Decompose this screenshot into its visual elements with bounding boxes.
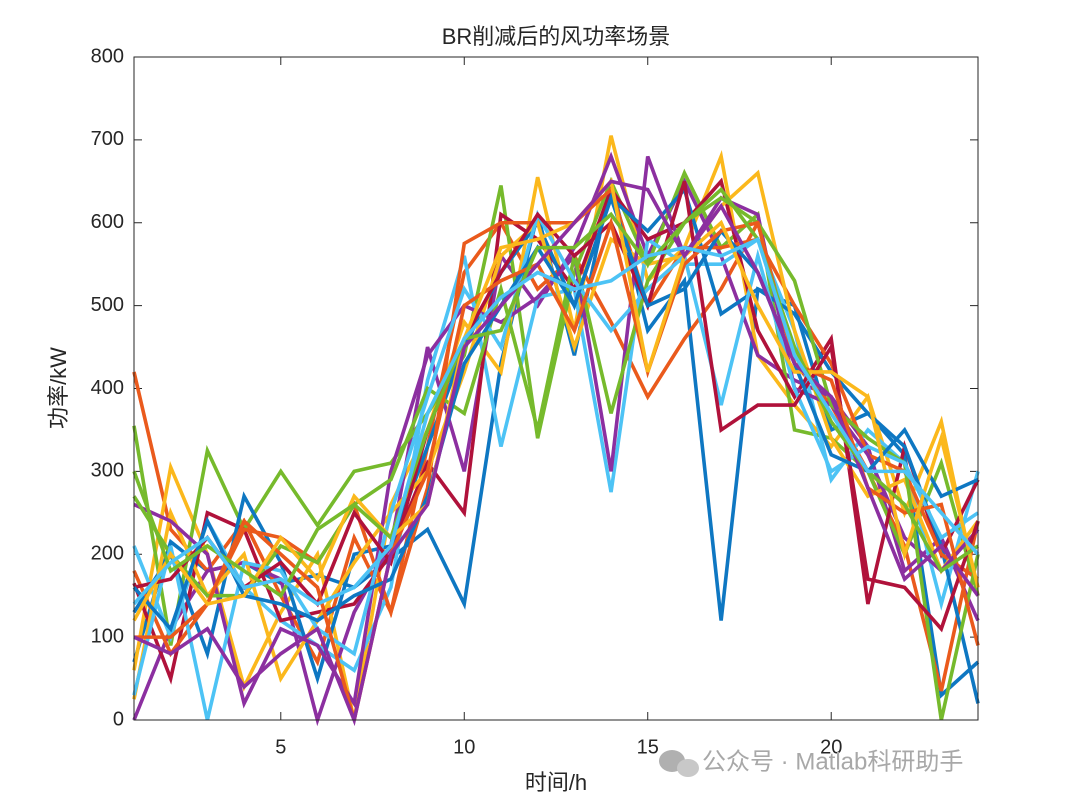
series-line	[132, 186, 980, 599]
series-line	[132, 135, 980, 721]
axes-box	[133, 56, 979, 721]
x-tick-label: 15	[637, 736, 659, 758]
y-tick-label: 100	[91, 625, 124, 647]
chart-title: BR削减后的风功率场景	[442, 24, 671, 49]
series-line	[132, 236, 980, 607]
x-tick-label: 5	[275, 736, 286, 758]
y-tick-label: 0	[113, 708, 124, 730]
x-tick-label: 10	[453, 736, 475, 758]
series-line	[132, 236, 980, 673]
series-line	[132, 168, 980, 646]
plot-area: 0 100 200 300 400 500 600 700 800 5 10 15 20	[91, 45, 980, 758]
y-axis-label: 功率/kW	[46, 347, 71, 429]
watermark: 公众号 · Matlab科研助手	[702, 748, 963, 775]
series-line	[133, 180, 980, 633]
y-tick-label: 300	[91, 460, 124, 482]
y-tick-label: 700	[91, 128, 124, 150]
y-tick-label: 500	[91, 294, 124, 316]
x-axis-label: 时间/h	[525, 770, 587, 795]
y-tick-label: 600	[91, 211, 124, 233]
watermark-icon	[659, 750, 699, 777]
y-tick-label: 800	[91, 45, 124, 67]
y-tick-label: 200	[91, 543, 124, 565]
series-line	[133, 179, 980, 727]
x-tick-label: 20	[820, 736, 842, 758]
series-line	[132, 177, 980, 622]
series-line	[132, 192, 979, 633]
y-tick-label: 400	[91, 377, 124, 399]
